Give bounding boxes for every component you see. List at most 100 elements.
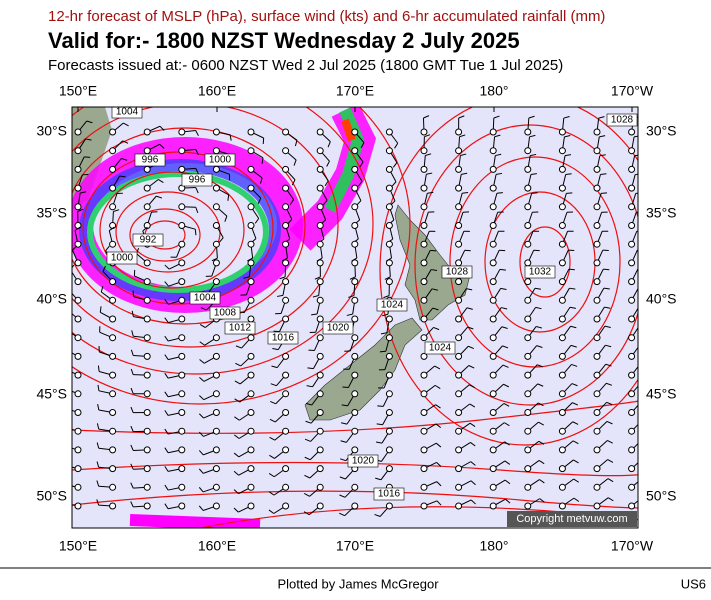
station [316, 165, 324, 173]
station [628, 446, 636, 454]
station [316, 465, 324, 473]
station [143, 128, 151, 136]
barb-flag [633, 135, 638, 138]
barb-flag [500, 287, 507, 291]
barb-flag [460, 153, 467, 156]
station [455, 296, 463, 304]
barb-flag [269, 436, 276, 441]
title: Valid for:- 1800 NZST Wednesday 2 July 2… [48, 28, 520, 53]
barb-flag [564, 154, 572, 157]
lon-label: 170°W [611, 538, 654, 554]
barb-flag [198, 431, 204, 437]
isobar-label-bg [106, 251, 138, 265]
station [316, 203, 324, 211]
station [74, 502, 82, 510]
station [316, 240, 324, 248]
station [593, 352, 601, 360]
station [282, 259, 290, 267]
barb-flag [461, 172, 468, 175]
isobar-label: 1020 [327, 323, 350, 334]
station [351, 278, 359, 286]
barb-flag [534, 287, 541, 290]
station [628, 278, 636, 286]
station [455, 240, 463, 248]
station [385, 371, 393, 379]
barb-flag [164, 264, 170, 270]
barb-flag [384, 276, 391, 280]
barb-flag [198, 505, 204, 511]
station [316, 446, 324, 454]
barb-flag [538, 421, 544, 426]
isobar-label: 1028 [611, 115, 634, 126]
station [282, 465, 290, 473]
barb-flag [571, 363, 578, 367]
station [74, 184, 82, 192]
station [212, 465, 220, 473]
barb-flag [436, 481, 442, 487]
barb-flag [379, 350, 386, 353]
barb-flag [569, 287, 576, 290]
lon-label: 150°E [59, 538, 97, 554]
barb-flag [314, 276, 321, 280]
station [282, 278, 290, 286]
station [628, 352, 636, 360]
station [628, 259, 636, 267]
station [385, 334, 393, 342]
isobar-label-bg [267, 331, 299, 345]
station [212, 128, 220, 136]
lat-label: 35°S [646, 205, 677, 221]
station [489, 390, 497, 398]
station [316, 278, 324, 286]
barb-flag [218, 237, 224, 243]
station [282, 165, 290, 173]
barb-flag [305, 402, 312, 406]
station [558, 240, 566, 248]
station [109, 502, 117, 510]
station [74, 390, 82, 398]
isobar-label: 1008 [214, 308, 237, 319]
barb-flag [495, 153, 502, 157]
barb-flag [312, 295, 319, 298]
barb-flag [123, 122, 129, 127]
barb-flag [322, 199, 328, 206]
station [524, 502, 532, 510]
lat-label: 45°S [36, 386, 67, 402]
isobar [82, 151, 274, 305]
barb-flag [304, 456, 311, 461]
station [247, 128, 255, 136]
station [178, 203, 186, 211]
barb-flag [97, 384, 100, 391]
barb-flag [142, 226, 148, 232]
barb-flag [100, 286, 104, 293]
station [143, 502, 151, 510]
station [74, 128, 82, 136]
station [524, 240, 532, 248]
station [593, 427, 601, 435]
station [351, 502, 359, 510]
station [247, 352, 255, 360]
barb-flag [211, 257, 218, 262]
lat-label: 45°S [646, 386, 677, 402]
barb-flag [254, 218, 260, 224]
isobar-label-bg [224, 321, 256, 335]
isobar-label-bg [376, 298, 408, 312]
barb-flag [462, 192, 469, 194]
lat-label: 30°S [646, 123, 677, 139]
station [143, 259, 151, 267]
station [420, 334, 428, 342]
barb-flag [339, 494, 346, 498]
barb-flag [85, 138, 92, 141]
barb-flag [198, 450, 204, 456]
barb-flag [603, 268, 610, 271]
barb-flag [603, 287, 610, 290]
lat-label: 50°S [36, 488, 67, 504]
station [178, 278, 186, 286]
station [489, 502, 497, 510]
barb-flag [287, 218, 293, 225]
barb-flag [96, 423, 100, 430]
barb-flag [466, 288, 473, 291]
barb-flag [199, 377, 205, 382]
station [385, 465, 393, 473]
station [282, 427, 290, 435]
station [247, 240, 255, 248]
